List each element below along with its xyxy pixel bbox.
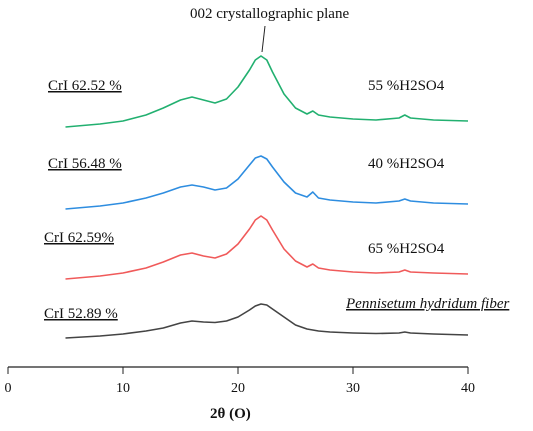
cri-label-40: CrI 56.48 % (48, 156, 122, 172)
tick-layer: 0 10 20 30 40 (5, 367, 475, 396)
x-tick-label-0: 0 (5, 381, 12, 396)
series-label-40-text: 40 %H2SO4 (368, 156, 445, 172)
series-label-40: 40 %H2SO4 (368, 156, 445, 172)
annotation-pointer (261, 25, 266, 53)
cri-label-raw: CrI 52.89 % (44, 306, 118, 322)
cri-label-55: CrI 62.52 % (48, 78, 122, 94)
series-label-55-text: 55 %H2SO4 (368, 78, 445, 94)
x-tick-label-20: 20 (231, 381, 245, 396)
series-line-3 (65, 55, 469, 128)
x-axis-label: 2θ (O) (210, 406, 251, 422)
series-label-55: 55 %H2SO4 (368, 78, 445, 94)
series-label-65: 65 %H2SO4 (368, 241, 445, 257)
series-line-2 (65, 155, 469, 210)
x-tick-label-10: 10 (116, 381, 130, 396)
cri-label-65: CrI 62.59% (44, 230, 114, 246)
x-tick-label-40: 40 (461, 381, 475, 396)
x-tick-label-30: 30 (346, 381, 360, 396)
series-label-65-text: 65 %H2SO4 (368, 241, 445, 257)
annotation-label: 002 crystallographic plane (190, 6, 349, 22)
series-layer (65, 55, 469, 339)
series-line-1 (65, 215, 469, 280)
series-label-raw: Pennisetum hydridum fiber (345, 296, 509, 312)
series-line-0 (65, 303, 469, 339)
